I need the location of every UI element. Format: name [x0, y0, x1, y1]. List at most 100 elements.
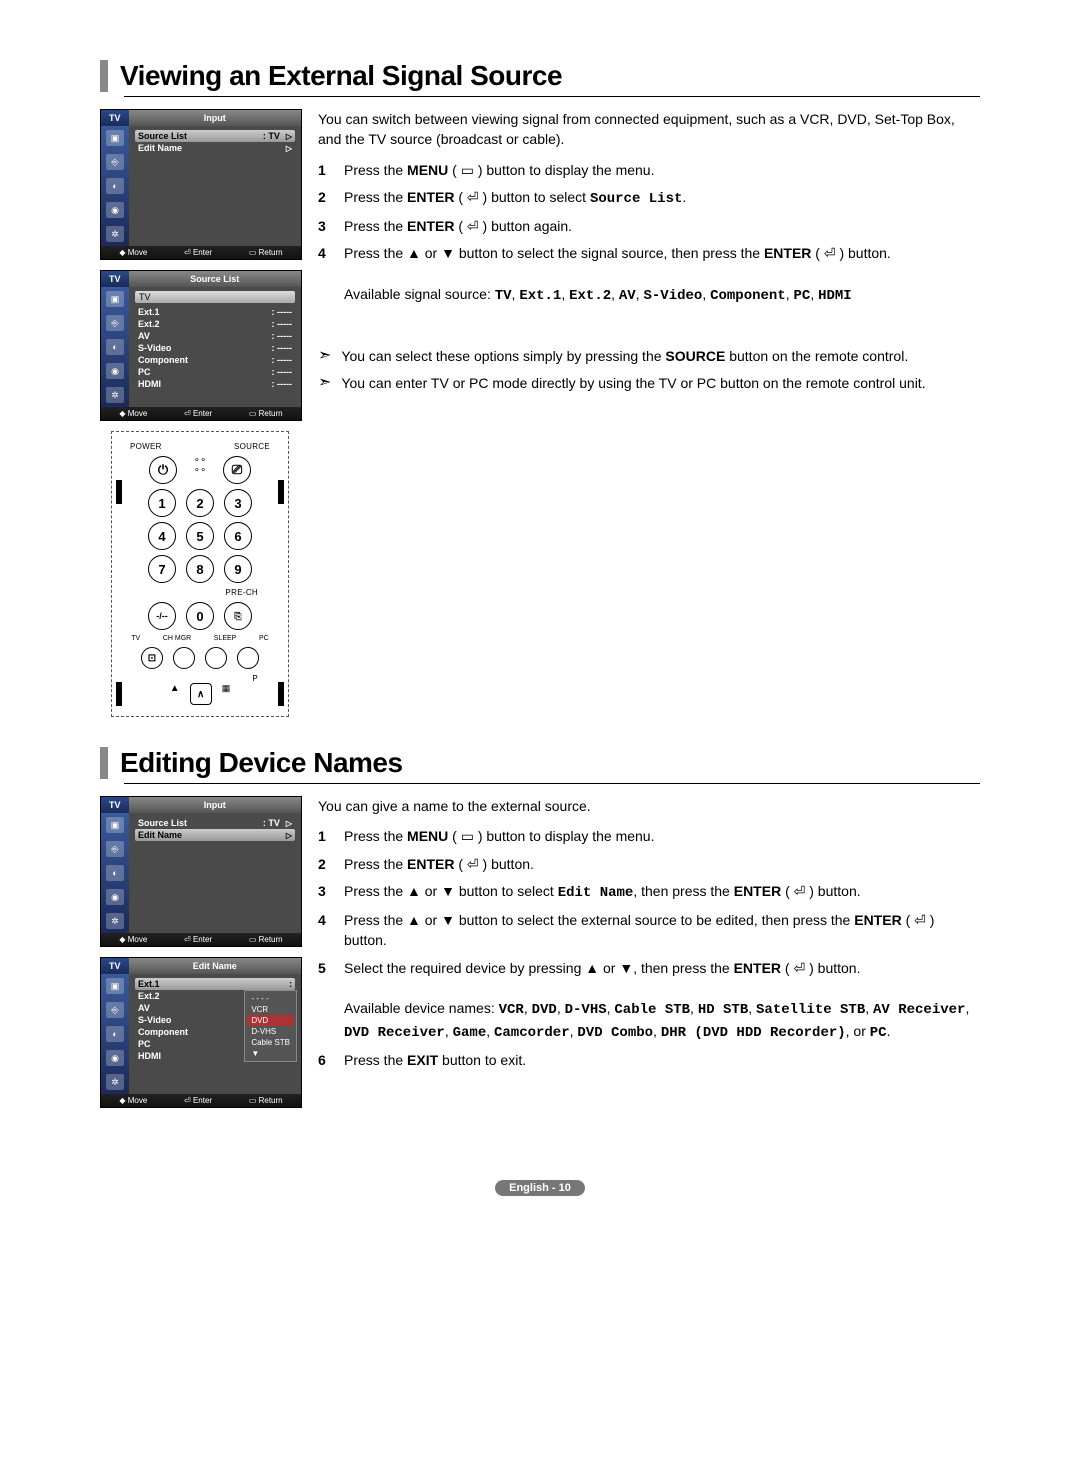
arrow-icon: ▷ [286, 831, 292, 840]
up-arrow-icon: ▲ [170, 683, 180, 705]
numpad-button-4[interactable]: 4 [148, 522, 176, 550]
osd-edit-name-menu: TV Edit Name ▣ ⎆ ◐ ◉ ✲ Ext.1:Ext.2:AV:S-… [100, 957, 302, 1108]
section2-content: TV Input ▣ ⎆ ◐ ◉ ✲ Source List : TV ▷ [100, 796, 980, 1118]
osd-tab-tv: TV [101, 271, 129, 287]
section2-intro: You can give a name to the external sour… [318, 796, 980, 816]
step-text: Press the ▲ or ▼ button to select Edit N… [344, 881, 861, 903]
picture-icon: ▣ [106, 291, 124, 307]
section2-title: Editing Device Names [100, 747, 980, 779]
numpad-button-7[interactable]: 7 [148, 555, 176, 583]
remote-tv-button[interactable]: ⊡ [141, 647, 163, 669]
section2-steps: 1Press the MENU ( ▭ ) button to display … [318, 826, 980, 1070]
step-text: Press the ENTER ( ⏎ ) button. [344, 854, 534, 874]
remote-pc-button[interactable] [237, 647, 259, 669]
footer-move: ◆ Move [119, 409, 147, 418]
remote-control: POWER SOURCE ⏻ ∘∘∘∘ ⎚ 123456789PRE-CH-/-… [111, 431, 289, 717]
osd-row-label: Source List [138, 131, 263, 141]
popup-item: - - - - [247, 993, 294, 1004]
step-num: 4 [318, 910, 332, 951]
section1-steps: 1Press the MENU ( ▭ ) button to display … [318, 160, 980, 307]
footer-return: ▭ Return [249, 935, 283, 944]
numpad-button-0[interactable]: 0 [186, 602, 214, 630]
remote-sleep-button[interactable] [205, 647, 227, 669]
osd-input-menu: TV Input ▣ ⎆ ◐ ◉ ✲ Source List : TV ▷ [100, 109, 302, 260]
footer-move: ◆ Move [119, 248, 147, 257]
numpad-button-2[interactable]: 2 [186, 489, 214, 517]
step-num: 3 [318, 216, 332, 236]
numpad-button-5[interactable]: 5 [186, 522, 214, 550]
picture-icon: ▣ [106, 817, 124, 833]
step-text: Press the MENU ( ▭ ) button to display t… [344, 826, 655, 846]
osd-row: AV: ----- [135, 330, 295, 342]
input-icon: ⎆ [106, 841, 124, 857]
page-number: English - 10 [495, 1180, 585, 1196]
step-text: Select the required device by pressing ▲… [344, 958, 980, 1043]
osd-row-label: Edit Name [138, 830, 280, 840]
numpad-button-6[interactable]: 6 [224, 522, 252, 550]
channel-icon: ◉ [106, 363, 124, 379]
footer-return: ▭ Return [249, 1096, 283, 1105]
osd-row: HDMI: ----- [135, 378, 295, 390]
osd-row: Component: ----- [135, 354, 295, 366]
popup-item: ▼ [247, 1048, 294, 1059]
popup-item: D-VHS [247, 1026, 294, 1037]
osd-header-title: Source List [129, 274, 301, 284]
osd-title-row: TV [135, 291, 295, 303]
osd-row: Ext.1: ----- [135, 306, 295, 318]
step-text: Press the ▲ or ▼ button to select the si… [344, 243, 891, 306]
remote-side-marker [116, 682, 122, 706]
remote-source-label: SOURCE [234, 442, 270, 451]
osd-tab-tv: TV [101, 110, 129, 126]
numpad-button-9[interactable]: 9 [224, 555, 252, 583]
step-text: Press the ▲ or ▼ button to select the ex… [344, 910, 980, 951]
numpad-button-3[interactable]: 3 [224, 489, 252, 517]
osd-row-edit-name: Edit Name ▷ [135, 142, 295, 154]
arrow-icon: ▷ [286, 132, 292, 141]
numpad-button-⎘[interactable]: ⎘ [224, 602, 252, 630]
step-text: Press the MENU ( ▭ ) button to display t… [344, 160, 655, 180]
footer-return: ▭ Return [249, 409, 283, 418]
sound-icon: ◐ [106, 339, 124, 355]
input-icon: ⎆ [106, 1002, 124, 1018]
footer-move: ◆ Move [119, 1096, 147, 1105]
osd-row: Ext.2: ----- [135, 318, 295, 330]
osd-header-title: Input [129, 800, 301, 810]
remote-tv-label: TV [131, 635, 140, 642]
arrow-icon: ▷ [286, 144, 292, 153]
osd-header-title: Edit Name [129, 961, 301, 971]
divider [124, 96, 980, 97]
setup-icon: ✲ [106, 913, 124, 929]
numpad-button-1[interactable]: 1 [148, 489, 176, 517]
osd-row-val: : TV [263, 818, 280, 828]
picture-icon: ▣ [106, 130, 124, 146]
sound-icon: ◐ [106, 1026, 124, 1042]
remote-chmgr-button[interactable] [173, 647, 195, 669]
source-button[interactable]: ⎚ [223, 456, 251, 484]
divider [124, 783, 980, 784]
footer-enter: ⏎ Enter [184, 935, 212, 944]
osd-source-list-menu: TV Source List ▣ ⎆ ◐ ◉ ✲ TV Ext.1: -----… [100, 270, 302, 421]
numpad-button--/--[interactable]: -/-- [148, 602, 176, 630]
sound-icon: ◐ [106, 865, 124, 881]
arrow-bullet-icon: ➣ [318, 375, 331, 393]
osd-sidebar: ▣ ⎆ ◐ ◉ ✲ [101, 126, 129, 246]
popup-item: VCR [247, 1004, 294, 1015]
footer-enter: ⏎ Enter [184, 409, 212, 418]
remote-power-label: POWER [130, 442, 162, 451]
remote-prech-label: PRE-CH [120, 588, 280, 597]
osd-tab-tv: TV [101, 797, 129, 813]
remote-sleep-label: SLEEP [214, 635, 237, 642]
note-text: You can select these options simply by p… [341, 346, 908, 366]
channel-icon: ◉ [106, 889, 124, 905]
remote-nav-button[interactable]: ∧ [190, 683, 212, 705]
remote-side-marker [278, 480, 284, 504]
remote-pc-label: PC [259, 635, 269, 642]
remote-side-marker [278, 682, 284, 706]
power-button[interactable]: ⏻ [149, 456, 177, 484]
osd-popup: - - - -VCRDVDD-VHSCable STB▼ [244, 990, 297, 1062]
osd-footer: ◆ Move ⏎ Enter ▭ Return [101, 407, 301, 420]
numpad-button-8[interactable]: 8 [186, 555, 214, 583]
osd-row: PC: ----- [135, 366, 295, 378]
osd-footer: ◆ Move ⏎ Enter ▭ Return [101, 1094, 301, 1107]
osd-row-edit-name: Edit Name ▷ [135, 829, 295, 841]
